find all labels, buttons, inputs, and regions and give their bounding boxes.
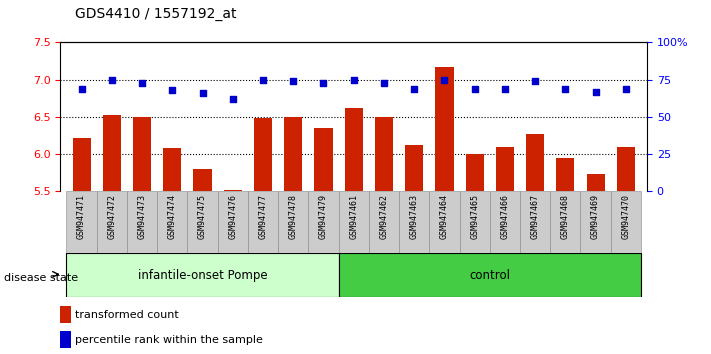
Bar (556, 158, 574, 191)
Point (287, 78, 299, 84)
Bar (60, 331, 71, 348)
Bar (314, 128, 333, 191)
Point (530, 78, 541, 84)
Point (378, 80, 390, 85)
Bar (459, 191, 490, 253)
Bar (490, 191, 520, 253)
Bar (526, 134, 544, 191)
Point (257, 77, 269, 82)
Point (439, 77, 450, 82)
Bar (309, 191, 338, 253)
Text: GSM947468: GSM947468 (561, 194, 570, 239)
Point (106, 77, 117, 82)
Bar (580, 191, 611, 253)
Bar (218, 191, 248, 253)
Bar (67, 253, 338, 297)
Bar (103, 115, 121, 191)
Text: GSM947465: GSM947465 (470, 194, 479, 239)
Bar (284, 117, 302, 191)
Bar (611, 191, 641, 253)
Text: GSM947466: GSM947466 (501, 194, 509, 239)
Point (348, 77, 360, 82)
Text: GSM947461: GSM947461 (349, 194, 358, 239)
Bar (193, 169, 212, 191)
Point (620, 86, 631, 91)
Point (499, 86, 510, 91)
Bar (157, 191, 188, 253)
Text: infantile-onset Pompe: infantile-onset Pompe (138, 269, 267, 282)
Bar (278, 191, 309, 253)
Bar (405, 145, 423, 191)
Bar (248, 191, 278, 253)
Text: GSM947479: GSM947479 (319, 194, 328, 239)
Point (166, 87, 178, 93)
Text: GSM947470: GSM947470 (621, 194, 631, 239)
Bar (133, 117, 151, 191)
Text: GSM947478: GSM947478 (289, 194, 298, 239)
Point (137, 80, 148, 85)
Bar (254, 118, 272, 191)
Bar (520, 191, 550, 253)
Text: control: control (469, 269, 510, 282)
Text: GSM947469: GSM947469 (591, 194, 600, 239)
Point (76, 86, 87, 91)
Bar (73, 138, 91, 191)
Bar (466, 154, 483, 191)
Point (197, 90, 208, 96)
Bar (429, 191, 459, 253)
Bar (338, 191, 369, 253)
Bar (496, 147, 514, 191)
Bar (67, 191, 97, 253)
Point (409, 86, 420, 91)
Bar (587, 174, 604, 191)
Point (590, 89, 602, 95)
Text: GDS4410 / 1557192_at: GDS4410 / 1557192_at (75, 7, 236, 21)
Text: GSM947464: GSM947464 (440, 194, 449, 239)
Bar (224, 190, 242, 191)
Point (318, 80, 329, 85)
Bar (60, 306, 71, 323)
Text: GSM947475: GSM947475 (198, 194, 207, 239)
Point (560, 86, 571, 91)
Point (227, 96, 238, 102)
Bar (369, 191, 399, 253)
Bar (188, 191, 218, 253)
Bar (550, 191, 580, 253)
Bar (127, 191, 157, 253)
Bar (97, 191, 127, 253)
Text: GSM947477: GSM947477 (259, 194, 267, 239)
Text: transformed count: transformed count (75, 310, 179, 320)
Text: GSM947471: GSM947471 (77, 194, 86, 239)
Point (469, 86, 481, 91)
Bar (164, 148, 181, 191)
Bar (375, 117, 393, 191)
Bar (399, 191, 429, 253)
Text: GSM947467: GSM947467 (530, 194, 540, 239)
Bar (616, 147, 635, 191)
Text: GSM947463: GSM947463 (410, 194, 419, 239)
Text: percentile rank within the sample: percentile rank within the sample (75, 335, 263, 344)
Text: disease state: disease state (4, 273, 77, 283)
Text: GSM947476: GSM947476 (228, 194, 237, 239)
Bar (345, 108, 363, 191)
Text: GSM947462: GSM947462 (380, 194, 388, 239)
Text: GSM947473: GSM947473 (137, 194, 146, 239)
Text: GSM947472: GSM947472 (107, 194, 117, 239)
Bar (435, 67, 454, 191)
Text: GSM947474: GSM947474 (168, 194, 177, 239)
Bar (338, 253, 641, 297)
